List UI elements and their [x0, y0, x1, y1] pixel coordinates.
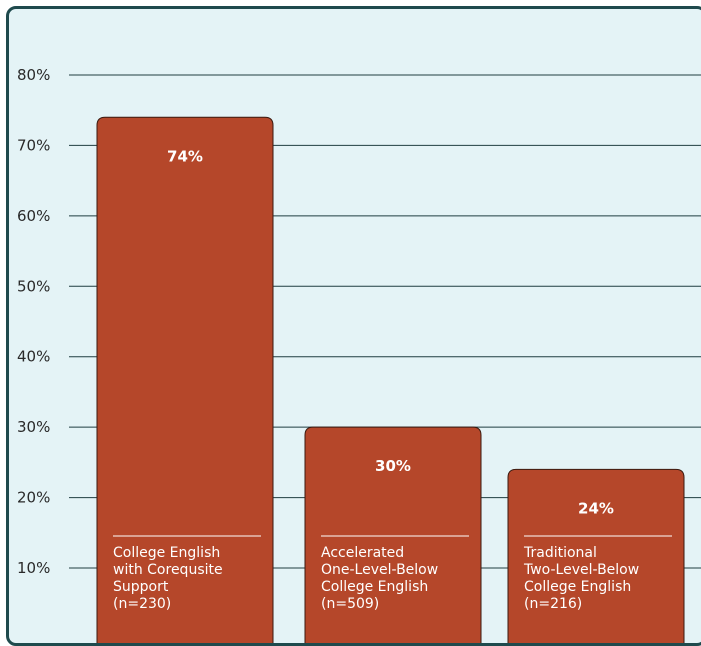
bar: [304, 426, 482, 643]
y-tick-label: 70%: [17, 136, 50, 154]
y-tick-label: 40%: [17, 348, 50, 366]
y-tick-label: 50%: [17, 277, 50, 295]
category-label: Traditional: [523, 545, 597, 561]
y-tick-label: 30%: [17, 418, 50, 436]
category-label: Two-Level-Below: [523, 562, 639, 578]
y-tick-label: 60%: [17, 207, 50, 225]
category-label: with Corequsite: [113, 562, 223, 578]
bar-chart: 10% 20% 30% 40% 50% 60% 70% 80% 74% College Engli…: [17, 66, 701, 643]
category-label: One-Level-Below: [321, 562, 438, 578]
category-label: College English: [524, 579, 631, 595]
bar-value-label: 30%: [375, 457, 411, 475]
category-label: College English: [113, 545, 220, 561]
chart-frame: 10% 20% 30% 40% 50% 60% 70% 80% 74% College Engli…: [6, 6, 701, 646]
category-label: (n=230): [113, 596, 171, 612]
category-label: (n=216): [524, 596, 582, 612]
bar: [507, 468, 685, 643]
bar-value-label: 24%: [578, 499, 614, 517]
y-tick-label: 80%: [17, 66, 50, 84]
y-tick-label: 10%: [17, 559, 50, 577]
category-label: Support: [113, 579, 169, 595]
category-label: College English: [321, 579, 428, 595]
category-label: (n=509): [321, 596, 379, 612]
y-tick-label: 20%: [17, 489, 50, 507]
bar-value-label: 74%: [167, 147, 203, 165]
bar: [96, 116, 274, 643]
category-label: Accelerated: [321, 545, 404, 561]
